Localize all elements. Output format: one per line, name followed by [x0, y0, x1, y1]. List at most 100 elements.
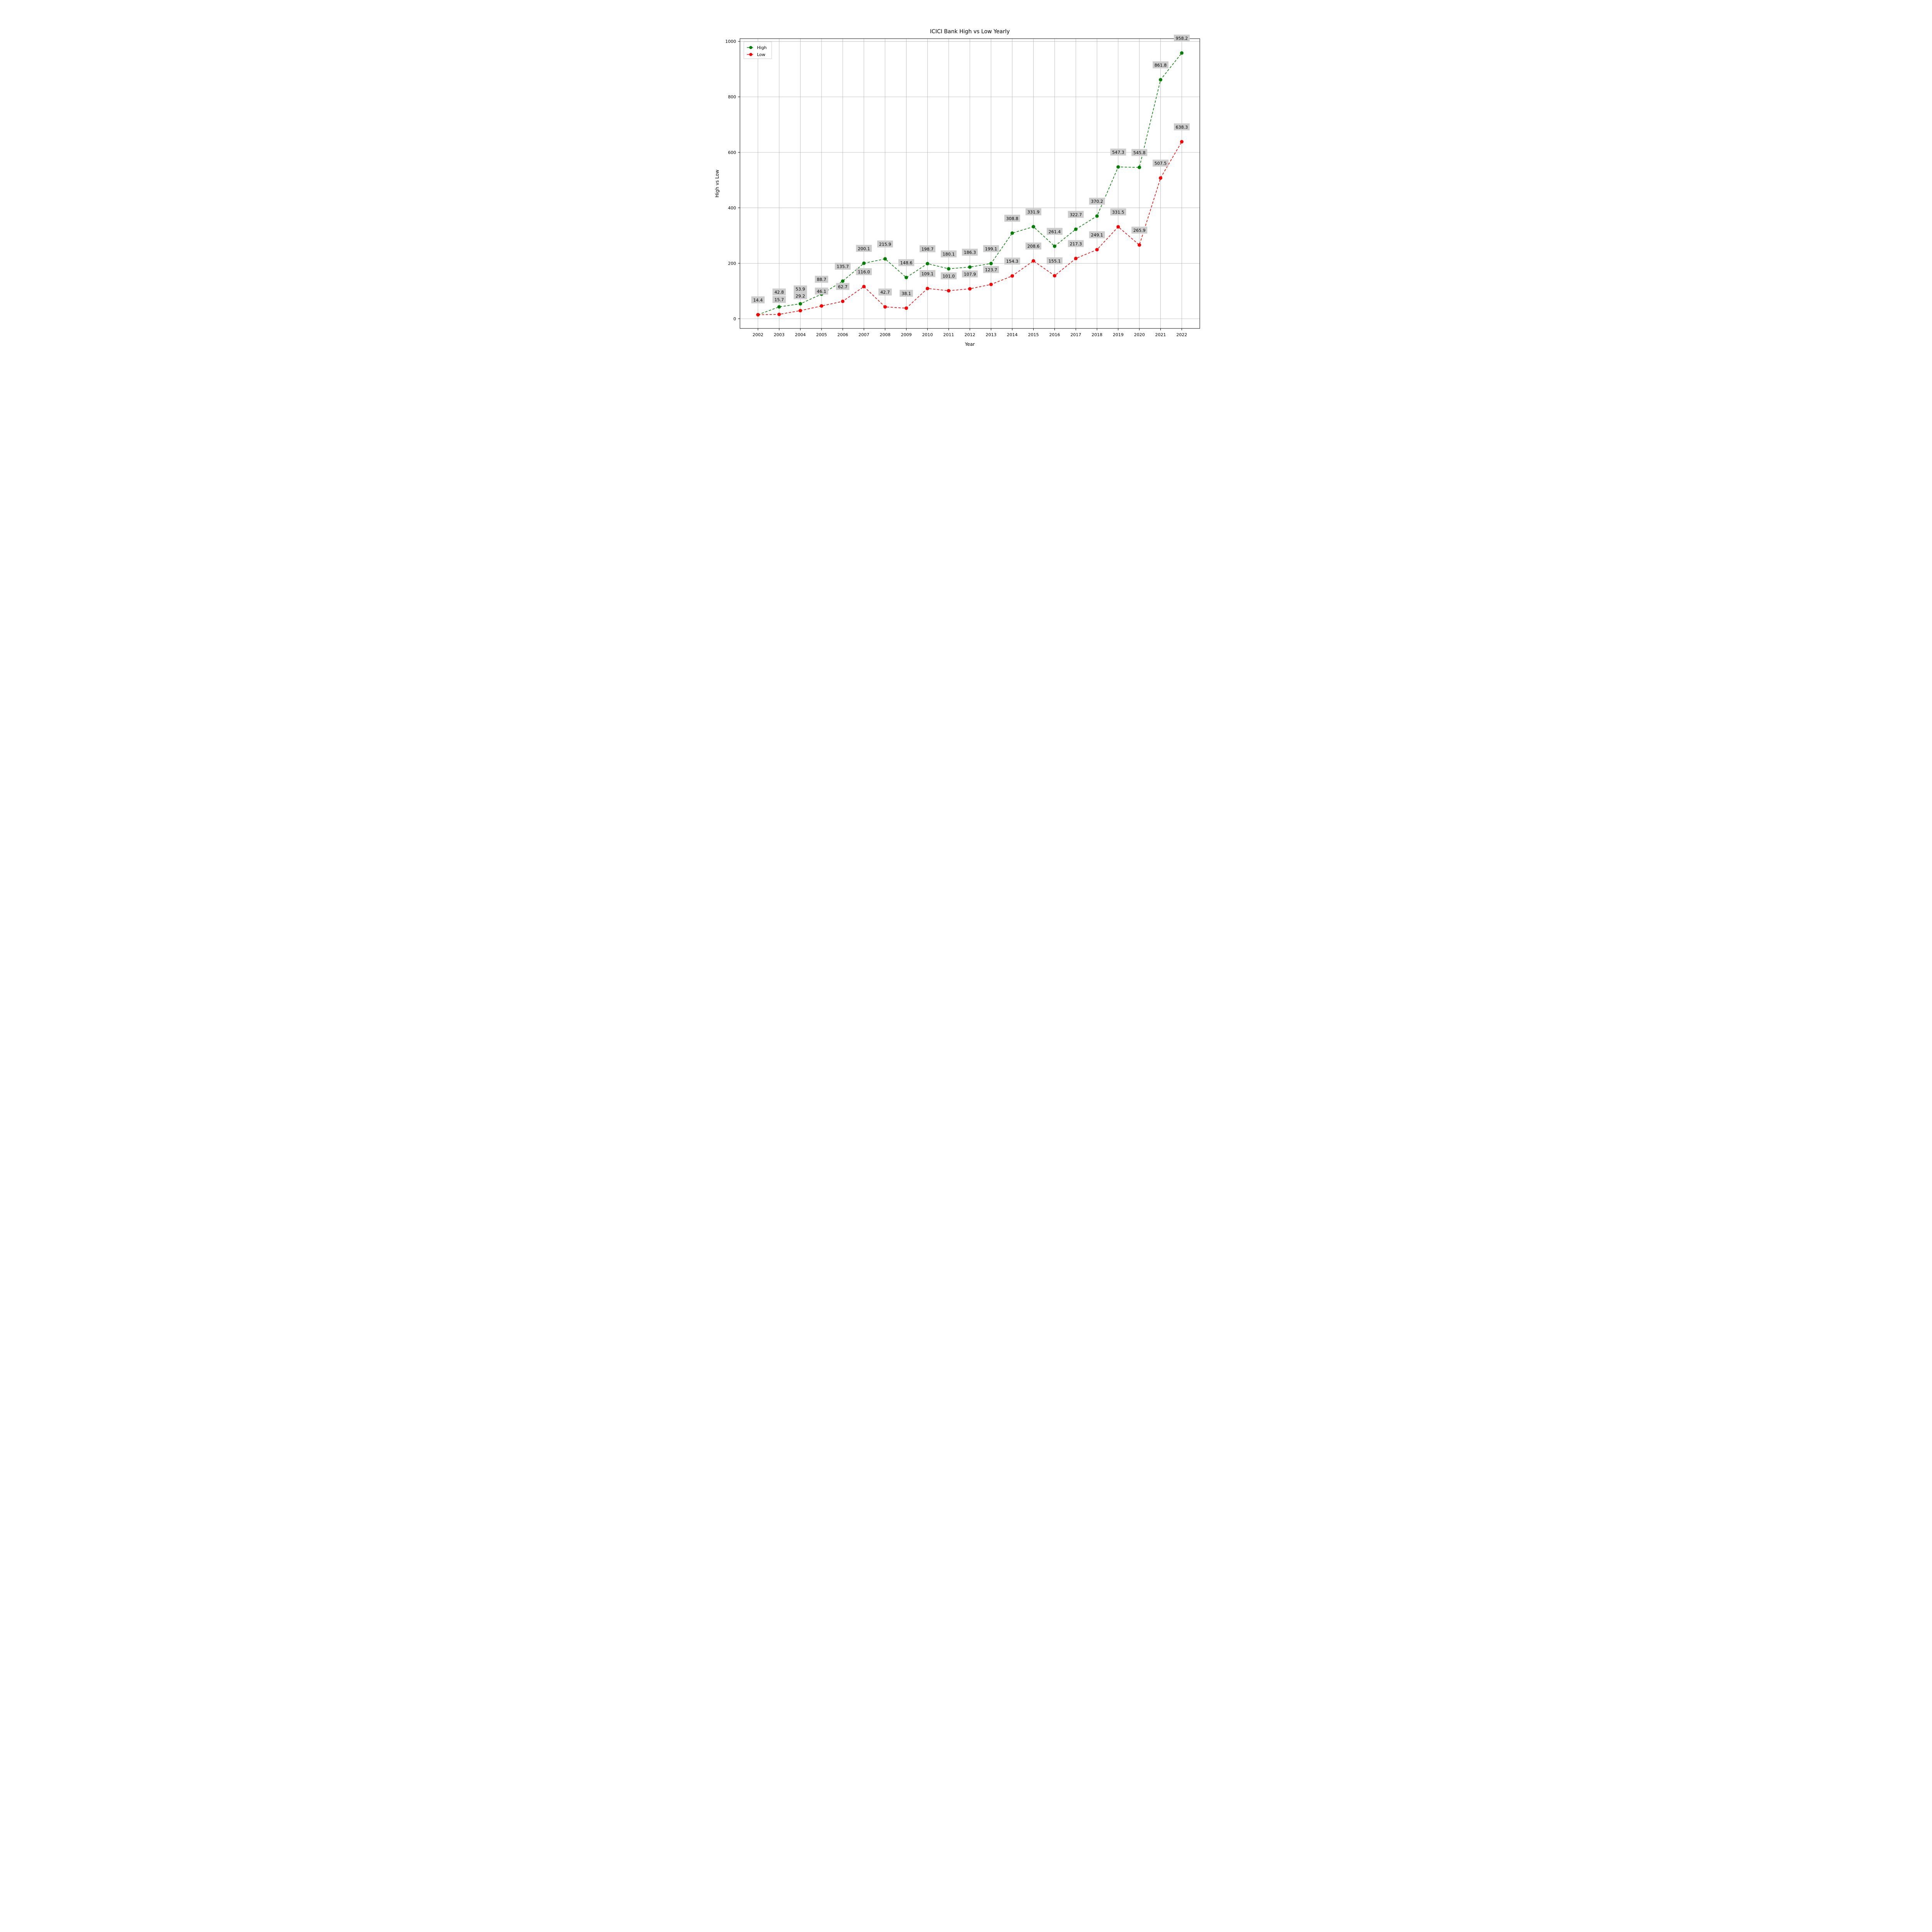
- series-marker-low: [777, 313, 781, 316]
- data-label: 249.1: [1089, 231, 1105, 238]
- data-label: 53.9: [794, 286, 807, 292]
- chart-container: 2002 2003 2004 2005 2006 2007 2008 2009 2010 2011…: [676, 0, 1256, 386]
- svg-text:331.9: 331.9: [1027, 210, 1040, 215]
- svg-text:42.8: 42.8: [774, 290, 784, 295]
- legend-label: Low: [757, 52, 765, 57]
- series-marker-low: [756, 313, 760, 316]
- data-label: 958.2: [1174, 35, 1189, 41]
- svg-text:109.1: 109.1: [922, 272, 934, 277]
- series-marker-high: [1138, 166, 1141, 169]
- series-marker-low: [905, 306, 908, 310]
- y-tick-label: 400: [728, 206, 736, 211]
- x-tick-label: 2010: [922, 332, 933, 337]
- svg-text:958.2: 958.2: [1176, 36, 1188, 41]
- svg-text:38.1: 38.1: [901, 291, 911, 296]
- x-tick-label: 2003: [774, 332, 784, 337]
- series-marker-low: [1010, 274, 1014, 278]
- data-label: 215.9: [878, 241, 893, 247]
- data-label: 331.5: [1111, 209, 1126, 215]
- svg-text:199.1: 199.1: [985, 247, 997, 252]
- svg-text:322.7: 322.7: [1070, 212, 1082, 217]
- series-marker-low: [1095, 248, 1099, 252]
- y-tick-label: 0: [733, 316, 736, 321]
- series-marker-low: [947, 289, 951, 293]
- svg-text:101.0: 101.0: [942, 274, 955, 279]
- svg-text:42.7: 42.7: [880, 290, 890, 295]
- data-label: 42.7: [879, 289, 892, 295]
- svg-text:198.7: 198.7: [922, 247, 934, 252]
- svg-text:116.0: 116.0: [858, 270, 870, 275]
- series-marker-high: [1180, 51, 1184, 55]
- svg-text:249.1: 249.1: [1091, 233, 1103, 238]
- series-marker-high: [841, 279, 844, 283]
- series-marker-high: [799, 302, 802, 306]
- series-marker-high: [862, 262, 866, 265]
- data-label: 200.1: [856, 245, 872, 252]
- x-tick-label: 2008: [880, 332, 891, 337]
- svg-text:154.3: 154.3: [1006, 259, 1019, 264]
- x-tick-label: 2006: [837, 332, 848, 337]
- x-tick-label: 2004: [795, 332, 806, 337]
- svg-text:208.6: 208.6: [1027, 244, 1040, 249]
- series-marker-high: [777, 305, 781, 309]
- series-marker-high: [1116, 165, 1120, 169]
- data-label: 123.7: [983, 266, 999, 273]
- data-label: 370.2: [1089, 198, 1105, 204]
- series-marker-low: [799, 309, 802, 312]
- series-marker-low: [1032, 259, 1035, 263]
- x-tick-label: 2007: [859, 332, 869, 337]
- svg-text:46.1: 46.1: [817, 289, 827, 294]
- x-tick-label: 2002: [753, 332, 764, 337]
- y-tick-label: 1000: [725, 39, 736, 44]
- x-tick-label: 2022: [1176, 332, 1187, 337]
- data-label: 155.1: [1047, 258, 1062, 264]
- svg-text:507.5: 507.5: [1155, 161, 1167, 166]
- x-tick-label: 2005: [816, 332, 827, 337]
- series-marker-low: [883, 305, 887, 309]
- x-tick-label: 2016: [1049, 332, 1060, 337]
- svg-text:29.2: 29.2: [796, 294, 805, 299]
- x-tick-label: 2011: [943, 332, 954, 337]
- svg-text:638.3: 638.3: [1176, 125, 1188, 130]
- data-label: 507.5: [1153, 160, 1168, 167]
- data-label: 208.6: [1026, 243, 1041, 249]
- svg-text:180.1: 180.1: [942, 252, 955, 257]
- y-tick-label: 800: [728, 95, 736, 100]
- svg-text:123.7: 123.7: [985, 267, 997, 272]
- series-marker-high: [1053, 245, 1056, 248]
- data-label: 15.7: [773, 296, 786, 303]
- x-tick-label: 2015: [1028, 332, 1039, 337]
- data-label: 14.4: [752, 297, 765, 303]
- svg-text:186.3: 186.3: [964, 250, 976, 255]
- series-marker-high: [926, 262, 929, 265]
- svg-text:155.1: 155.1: [1049, 259, 1061, 264]
- data-label: 109.1: [920, 270, 935, 277]
- chart-title: ICICI Bank High vs Low Yearly: [930, 29, 1010, 35]
- x-tick-label: 2020: [1134, 332, 1145, 337]
- data-label: 148.6: [899, 259, 914, 266]
- data-label: 186.3: [962, 249, 978, 255]
- y-axis-label: High vs Low: [714, 170, 720, 197]
- y-tick-label: 200: [728, 261, 736, 266]
- svg-text:370.2: 370.2: [1091, 199, 1103, 204]
- data-label: 135.7: [835, 263, 850, 269]
- data-label: 199.1: [983, 245, 999, 252]
- svg-text:107.9: 107.9: [964, 272, 976, 277]
- data-label: 322.7: [1068, 211, 1083, 218]
- svg-text:308.8: 308.8: [1006, 216, 1019, 221]
- data-label: 46.1: [815, 288, 828, 294]
- x-axis-label: Year: [964, 342, 975, 347]
- data-label: 107.9: [962, 270, 978, 277]
- series-marker-low: [820, 304, 823, 308]
- data-label: 861.8: [1153, 61, 1168, 68]
- svg-text:545.8: 545.8: [1133, 150, 1146, 155]
- svg-text:265.9: 265.9: [1133, 228, 1146, 233]
- legend-label: High: [757, 45, 767, 50]
- series-marker-low: [926, 287, 929, 290]
- x-tick-label: 2009: [901, 332, 912, 337]
- x-tick-label: 2021: [1155, 332, 1166, 337]
- series-marker-low: [989, 283, 993, 286]
- data-label: 217.3: [1068, 240, 1083, 247]
- svg-text:200.1: 200.1: [858, 246, 870, 251]
- svg-text:14.4: 14.4: [753, 298, 763, 303]
